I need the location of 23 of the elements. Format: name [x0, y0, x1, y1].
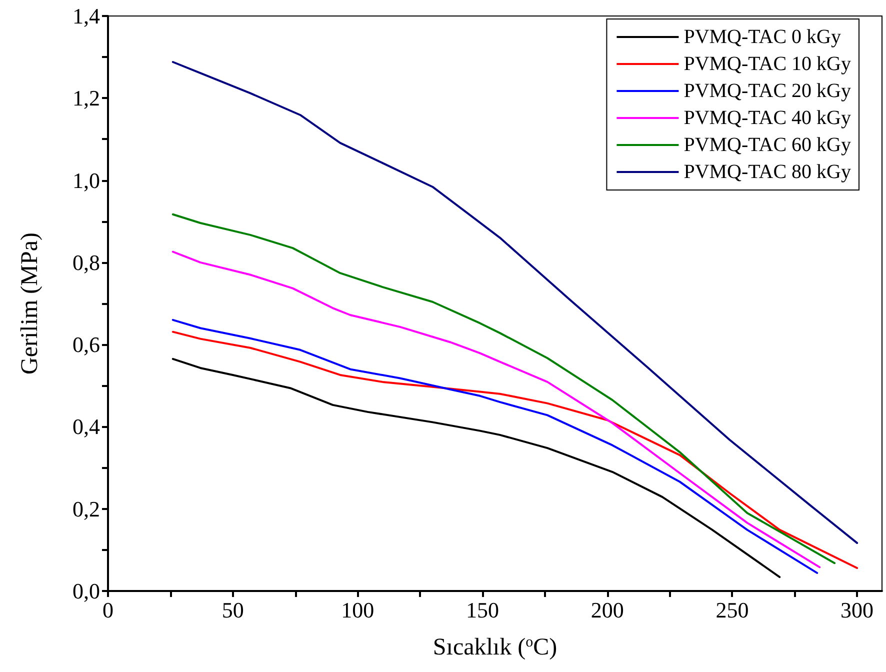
x-tick-label: 150 [466, 598, 500, 622]
y-tick-label: 1,4 [72, 4, 100, 28]
line-series [172, 358, 781, 578]
x-tick-label: 0 [102, 598, 114, 622]
y-tick-label: 0,0 [72, 578, 100, 604]
x-tick-label: 50 [222, 598, 244, 622]
y-tick-label: 0,6 [72, 332, 100, 358]
x-tick-label: 250 [716, 598, 749, 622]
legend-label: PVMQ-TAC 10 kGy [684, 53, 851, 75]
y-tick-label: 1,0 [72, 168, 100, 193]
x-tick-label: 100 [341, 598, 374, 622]
legend-label: PVMQ-TAC 80 kGy [684, 161, 851, 183]
y-tick-label: 0,2 [72, 496, 100, 522]
y-tick-label: 0,8 [72, 250, 100, 275]
legend-label: PVMQ-TAC 60 kGy [684, 134, 851, 156]
x-tick-label: 300 [840, 598, 874, 622]
y-axis-title: Gerilim (MPa) [17, 232, 43, 374]
x-tick-label: 200 [590, 598, 624, 622]
legend-label: PVMQ-TAC 20 kGy [684, 80, 851, 102]
y-tick-label: 0,4 [72, 414, 100, 440]
legend-label: PVMQ-TAC 40 kGy [684, 107, 851, 129]
legend-label: PVMQ-TAC 0 kGy [684, 26, 841, 48]
y-tick-label: 1,2 [72, 86, 100, 111]
